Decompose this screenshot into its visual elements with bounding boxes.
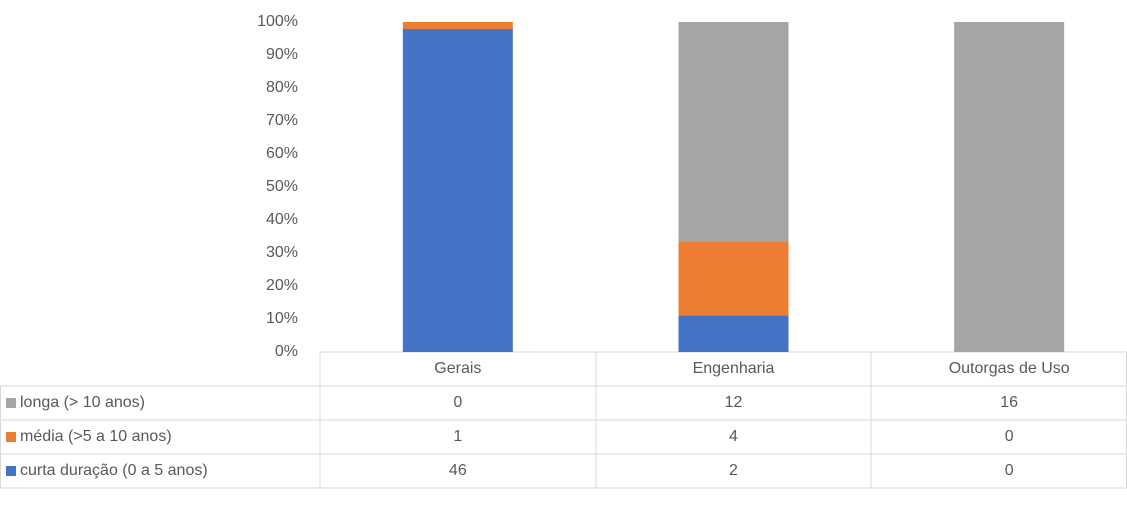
bar-segment — [954, 22, 1065, 352]
table-cell: 2 — [729, 462, 738, 479]
y-tick-label: 70% — [266, 112, 298, 129]
y-tick-label: 30% — [266, 244, 298, 261]
table-cell: 0 — [1005, 428, 1014, 445]
bar-segment — [678, 242, 789, 316]
y-tick-label: 50% — [266, 178, 298, 195]
table-header: Engenharia — [693, 360, 775, 377]
legend-label: curta duração (0 a 5 anos) — [20, 462, 208, 479]
y-tick-label: 40% — [266, 211, 298, 228]
legend-label: longa (> 10 anos) — [20, 394, 145, 411]
legend-label: média (>5 a 10 anos) — [20, 428, 172, 445]
y-tick-label: 20% — [266, 277, 298, 294]
y-tick-label: 10% — [266, 310, 298, 327]
table-cell: 0 — [453, 394, 462, 411]
y-tick-label: 0% — [275, 343, 298, 360]
bar-segment — [678, 22, 789, 242]
table-cell: 46 — [449, 462, 467, 479]
legend-swatch — [6, 398, 16, 408]
table-header: Gerais — [434, 360, 481, 377]
bar-segment — [678, 315, 789, 352]
table-header: Outorgas de Uso — [949, 360, 1070, 377]
table-cell: 4 — [729, 428, 738, 445]
y-tick-label: 100% — [257, 13, 298, 30]
y-tick-label: 60% — [266, 145, 298, 162]
y-tick-label: 80% — [266, 79, 298, 96]
table-cell: 16 — [1000, 394, 1018, 411]
y-tick-label: 90% — [266, 46, 298, 63]
bar-segment — [402, 29, 513, 353]
table-cell: 12 — [725, 394, 743, 411]
table-cell: 1 — [453, 428, 462, 445]
legend-swatch — [6, 432, 16, 442]
table-cell: 0 — [1005, 462, 1014, 479]
bar-segment — [402, 22, 513, 30]
legend-swatch — [6, 466, 16, 476]
